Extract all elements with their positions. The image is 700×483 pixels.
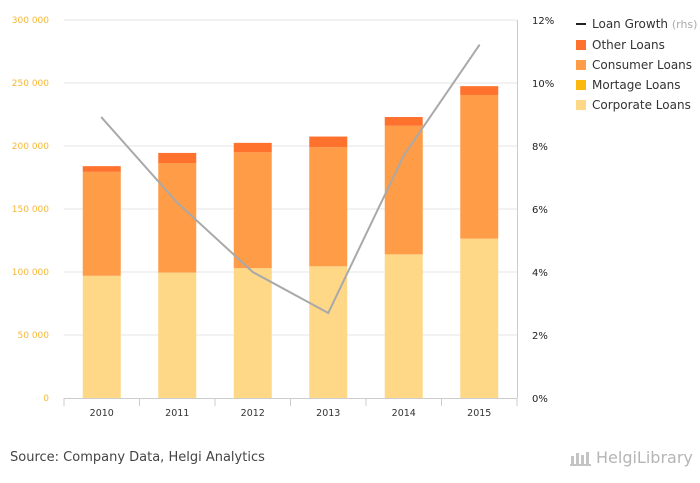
x-axis-tick-label: 2013 [316, 408, 340, 419]
x-axis-tick-label: 2011 [165, 408, 189, 419]
left-axis-tick-label: 50 000 [18, 331, 50, 341]
loan-growth-point [251, 271, 254, 273]
loan-growth-line [100, 44, 481, 315]
x-axis-tick-label: 2014 [392, 408, 416, 419]
left-axis-tick-label: 300 000 [12, 16, 49, 26]
x-axis-tick-label: 2012 [241, 408, 265, 419]
brand-logo: HelgiLibrary [570, 448, 693, 467]
legend-label-loan-growth: Loan Growth (rhs) [592, 17, 697, 31]
bar-other-loans-2015 [460, 86, 499, 95]
brand-name: HelgiLibrary [596, 448, 693, 467]
grid-lines [64, 19, 517, 336]
legend-swatch-corporate-loans [576, 100, 586, 110]
loan-growth-point [100, 116, 103, 119]
legend-label-consumer-loans: Consumer Loans [592, 58, 692, 72]
legend-rhs-suffix: (rhs) [672, 18, 698, 31]
legend-swatch-mortage-loans [576, 80, 586, 90]
left-axis-tick-label: 200 000 [12, 142, 49, 152]
right-axis-tick-label: 12% [532, 16, 554, 27]
bar-corporate-loans-2011 [158, 272, 197, 398]
bar-corporate-loans-2015 [460, 238, 499, 398]
left-axis-tick-label: 250 000 [12, 79, 49, 89]
bar-consumer-loans-2011 [158, 163, 197, 273]
bar-corporate-loans-2012 [233, 268, 272, 398]
x-axis-tick-label: 2010 [90, 408, 114, 419]
loan-growth-point [402, 154, 405, 157]
bar-other-loans-2014 [384, 117, 423, 126]
loan-growth-point [327, 311, 330, 314]
left-axis-tick-label: 0 [43, 394, 49, 404]
legend-swatch-consumer-loans [576, 60, 586, 70]
right-axis-tick-label: 0% [532, 394, 548, 405]
axes: 0 50 000 100 000 150 000 200 000 250 000 300 0… [12, 16, 554, 419]
bar-corporate-loans-2010 [82, 275, 121, 398]
bar-other-loans-2010 [82, 166, 121, 172]
bar-consumer-loans-2014 [384, 125, 423, 255]
right-axis-tick-label: 6% [532, 205, 548, 216]
legend-label-mortage-loans: Mortage Loans [592, 78, 681, 92]
x-axis-tick-label: 2015 [467, 408, 491, 419]
left-axis-tick-label: 100 000 [12, 268, 49, 278]
bar-consumer-loans-2010 [82, 171, 121, 276]
bar-other-loans-2013 [309, 136, 348, 148]
right-axis-tick-label: 2% [532, 331, 548, 342]
legend-label-corporate-loans: Corporate Loans [592, 98, 691, 112]
bars [82, 86, 499, 398]
right-axis-tick-label: 8% [532, 142, 548, 153]
legend-label-other-loans: Other Loans [592, 38, 665, 52]
right-axis-tick-label: 10% [532, 79, 554, 90]
bar-consumer-loans-2013 [309, 147, 348, 267]
source-note: Source: Company Data, Helgi Analytics [10, 450, 265, 465]
bar-consumer-loans-2015 [460, 94, 499, 239]
legend: Loan Growth (rhs) Other Loans Consumer Loa… [576, 17, 697, 112]
right-axis-tick-label: 4% [532, 268, 548, 279]
bar-corporate-loans-2014 [384, 254, 423, 398]
library-icon [570, 451, 591, 466]
bar-consumer-loans-2012 [233, 152, 272, 269]
bar-other-loans-2011 [158, 152, 197, 164]
bar-other-loans-2012 [233, 142, 272, 153]
loan-growth-path [101, 44, 481, 315]
loan-growth-point [176, 201, 179, 204]
loan-growth-point [478, 44, 481, 47]
legend-swatch-other-loans [576, 40, 586, 50]
left-axis-tick-label: 150 000 [12, 205, 49, 215]
